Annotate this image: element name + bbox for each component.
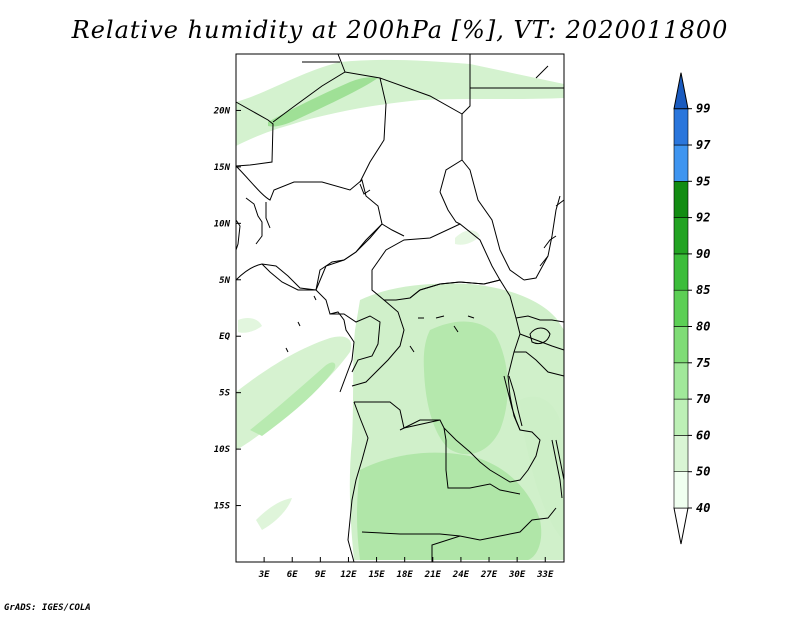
humidity-core-south [357, 452, 542, 560]
lat-label: 20N [213, 106, 231, 116]
lon-label: 27E [480, 570, 498, 580]
lat-label: 15N [214, 163, 231, 173]
lake-malawi [551, 439, 565, 499]
colorbar-segment [673, 253, 689, 291]
humidity-patch-east [520, 396, 564, 540]
colorbar-label: 60 [696, 428, 710, 442]
humidity-shading [236, 59, 564, 560]
border-angola-zambia [361, 419, 521, 537]
lat-label: 15S [214, 502, 231, 512]
coast-red-sea [535, 65, 549, 79]
colorbar-segment [673, 108, 689, 146]
border-zambia-south [431, 507, 557, 562]
colorbar-segment [673, 362, 689, 400]
humidity-patch-sw-small [256, 498, 292, 530]
colorbar-segment [673, 181, 689, 218]
humidity-core-central [423, 321, 508, 455]
colorbar-label: 75 [696, 356, 710, 370]
lat-label: 5S [219, 389, 230, 399]
ethiopia-border [539, 199, 565, 267]
coastline-west-africa [235, 101, 274, 167]
border-sudan-east [523, 195, 561, 281]
colorbar: 40 50 60 70 75 80 85 90 92 95 97 99 [673, 72, 711, 545]
map-panel [235, 53, 565, 563]
border-east-africa [514, 315, 565, 377]
border-libya-egypt [461, 54, 471, 115]
lon-label: 3E [258, 570, 270, 580]
border-north-top [302, 53, 346, 73]
colorbar-lower-triangle [673, 507, 689, 545]
colorbar-segment [673, 289, 689, 327]
map-frame [235, 53, 565, 563]
border-congo-gabon [330, 299, 405, 387]
lake-victoria [529, 327, 551, 345]
border-nigeria [235, 165, 383, 291]
lat-label: EQ [219, 332, 230, 342]
lat-label: 5N [219, 276, 230, 286]
colorbar-label: 92 [696, 211, 710, 225]
coast-gulf-guinea [235, 263, 355, 393]
colorbar-label: 85 [696, 283, 710, 297]
lon-label: 21E [424, 570, 442, 580]
colorbar-label: 40 [696, 501, 710, 515]
grads-credit: GrADS: IGES/COLA [4, 603, 91, 613]
lake-tanganyika [503, 375, 523, 431]
gulf-islands [285, 295, 317, 353]
lon-label: 9E [315, 570, 326, 580]
colorbar-segment [673, 398, 689, 436]
border-angola [347, 401, 369, 563]
colorbar-label: 99 [696, 102, 710, 116]
colorbar-label: 90 [696, 247, 710, 261]
longitude-axis: 3E 6E 9E 12E 15E 18E 21E 24E 27E 30E 33E [258, 557, 554, 580]
map-title: Relative humidity at 200hPa [%], VT: 202… [71, 16, 729, 44]
colorbar-label: 70 [696, 392, 710, 406]
colorbar-segment [673, 471, 689, 509]
border-chad-sudan [439, 159, 525, 281]
lon-label: 24E [452, 570, 470, 580]
lat-label: 10S [214, 445, 231, 455]
colorbar-segment [673, 435, 689, 472]
lon-label: 12E [340, 570, 357, 580]
humidity-patch-chad [455, 230, 480, 245]
lat-label: 10N [214, 219, 231, 229]
lon-label: 30E [508, 570, 526, 580]
humidity-core-north [268, 77, 378, 127]
humidity-core-southwest [250, 362, 336, 436]
border-cameroon [315, 223, 405, 291]
lon-label: 18E [397, 570, 414, 580]
border-mali-niger [272, 71, 381, 123]
colorbar-label: 97 [696, 138, 711, 152]
colorbar-label: 80 [696, 320, 710, 334]
latitude-axis: 20N 15N 10N 5N EQ 5S 10S 15S [213, 106, 241, 512]
lon-label: 15E [368, 570, 385, 580]
colorbar-upper-triangle [673, 72, 689, 110]
border-drc [354, 279, 541, 483]
humidity-patch-west [238, 318, 262, 333]
border-libya-niger [359, 77, 387, 183]
colorbar-segment [673, 217, 689, 255]
lon-label: 6E [287, 570, 298, 580]
lakes-small [359, 183, 475, 353]
colorbar-label: 50 [696, 465, 710, 479]
humidity-band-north [236, 59, 564, 147]
colorbar-segment [673, 144, 689, 182]
border-niger-chad [379, 77, 463, 193]
colorbar-label: 95 [696, 174, 710, 188]
colorbar-segment [673, 326, 689, 364]
lon-label: 33E [536, 570, 554, 580]
